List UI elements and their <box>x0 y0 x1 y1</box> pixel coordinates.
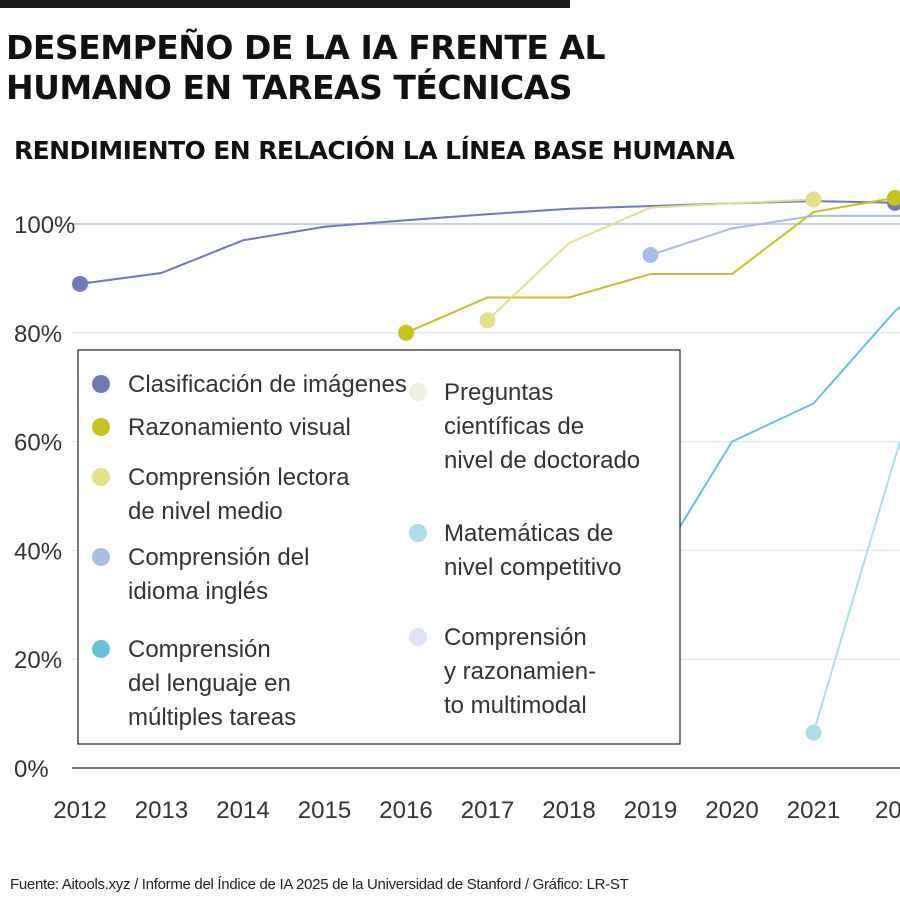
legend-label: nivel de doctorado <box>444 447 640 474</box>
legend-label: del lenguaje en <box>128 670 291 697</box>
series-1-point <box>398 324 414 341</box>
legend-label: Razonamiento visual <box>128 414 351 441</box>
series-0-point <box>72 275 88 292</box>
series-3-point <box>642 247 659 264</box>
y-tick-label: 20% <box>14 647 62 674</box>
legend-swatch <box>92 468 110 486</box>
legend-swatch <box>92 640 110 658</box>
legend-label: Comprensión <box>128 636 271 663</box>
legend-label: idioma inglés <box>128 578 268 605</box>
y-tick-label: 80% <box>14 321 62 348</box>
series-2-point <box>805 191 822 208</box>
legend-label: de nivel medio <box>128 498 283 525</box>
x-tick-label: 2016 <box>379 797 432 824</box>
legend-label: Matemáticas de <box>444 520 613 547</box>
legend-label: Comprensión <box>444 624 587 651</box>
series-1-point <box>887 189 900 206</box>
legend-label: Comprensión lectora <box>128 464 350 491</box>
axis-layer: 0% 20% 40% 60% 80% 100% 2012 2013 2014 2015 2016 20… <box>14 212 900 824</box>
chart-title-line-2: HUMANO EN TAREAS TÉCNICAS <box>6 68 573 107</box>
chart-title-line-1: DESEMPEÑO DE LA IA FRENTE AL <box>6 28 605 67</box>
y-tick-label: 60% <box>14 430 62 457</box>
series-6-point <box>805 724 822 741</box>
series-2-point <box>479 312 496 329</box>
x-tick-label: 2017 <box>461 797 514 824</box>
chart-title: DESEMPEÑO DE LA IA FRENTE AL HUMANO EN T… <box>6 28 626 108</box>
legend-label: Preguntas <box>444 379 553 406</box>
series-4-line <box>649 306 900 576</box>
legend-box <box>77 349 681 745</box>
legend-layer: Clasificación de imágenes Razonamiento vi… <box>77 349 681 745</box>
x-tick-label: 2012 <box>53 797 106 824</box>
legend-label: múltiples tareas <box>128 704 296 731</box>
source-note: Fuente: Aitools.xyz / Informe del Índice… <box>10 876 629 893</box>
legend-label: científicas de <box>444 413 584 440</box>
legend-swatch <box>409 383 427 401</box>
y-tick-label: 0% <box>14 756 49 783</box>
series-3-line <box>650 214 900 256</box>
series-6-line <box>812 439 900 733</box>
top-rule <box>0 0 570 8</box>
legend-label: Clasificación de imágenes <box>128 371 407 398</box>
y-tick-label: 100% <box>14 212 75 239</box>
x-tick-label: 2015 <box>298 797 351 824</box>
y-tick-label: 40% <box>14 538 62 565</box>
x-tick-label: 2014 <box>216 797 269 824</box>
legend-swatch <box>92 418 110 436</box>
legend-swatch <box>92 375 110 393</box>
series-1-line <box>405 196 896 334</box>
x-tick-label: 2020 <box>705 797 758 824</box>
legend-label: Comprensión del <box>128 544 309 571</box>
legend-label: y razonamien- <box>444 658 596 685</box>
legend-swatch <box>92 548 110 566</box>
x-tick-label: 2013 <box>135 797 188 824</box>
x-tick-label: 2018 <box>542 797 595 824</box>
x-tick-label: 2019 <box>624 797 677 824</box>
chart-subtitle: RENDIMIENTO EN RELACIÓN LA LÍNEA BASE HU… <box>14 136 735 165</box>
x-tick-label: 2021 <box>787 797 840 824</box>
x-tick-label: 202 <box>875 797 900 824</box>
series-2-line <box>486 198 814 322</box>
legend-label: to multimodal <box>444 692 587 719</box>
legend-swatch <box>409 628 427 646</box>
legend-swatch <box>409 524 427 542</box>
legend-label: nivel competitivo <box>444 554 621 581</box>
